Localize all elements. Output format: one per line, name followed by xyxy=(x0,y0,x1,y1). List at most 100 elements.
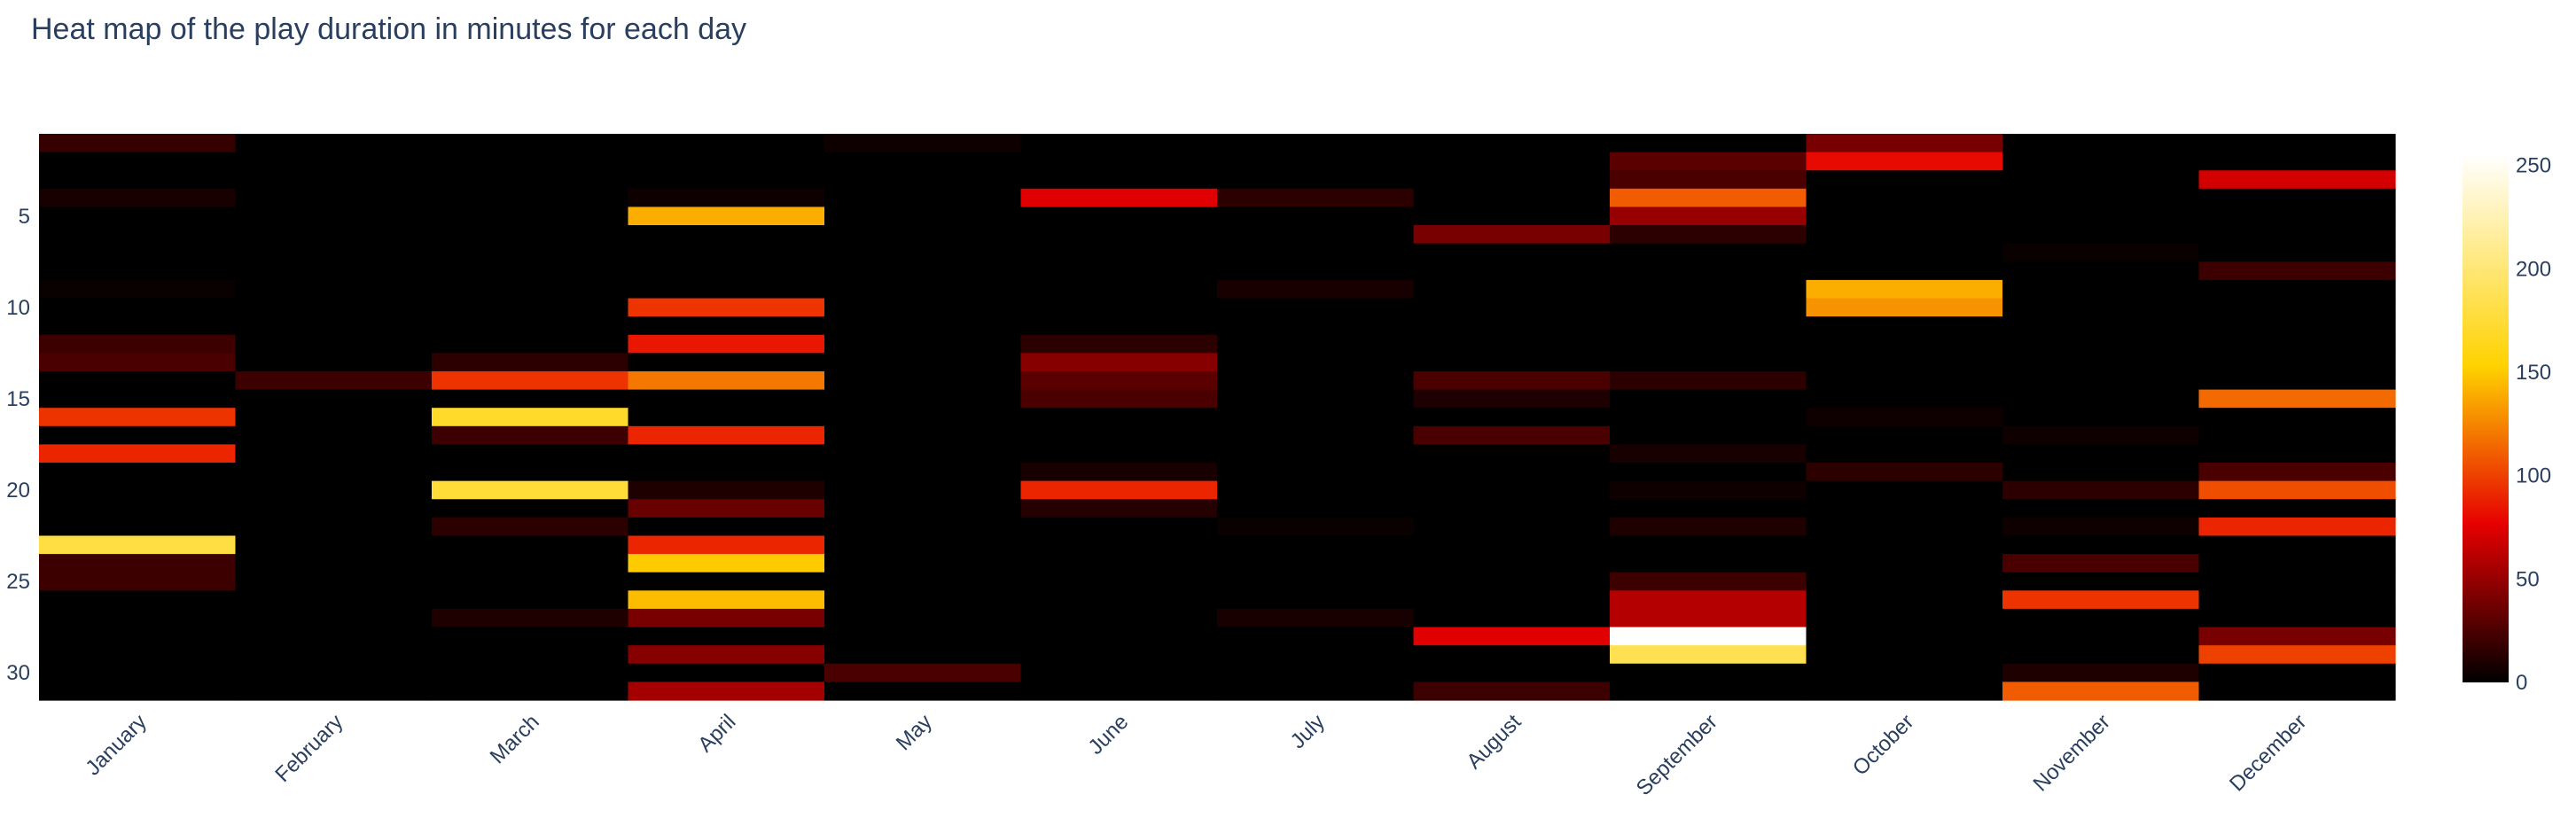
y-tick-label: 25 xyxy=(6,570,30,594)
heatmap-cell xyxy=(1217,517,1415,537)
heatmap-cell xyxy=(628,463,825,482)
heatmap-cell xyxy=(1217,408,1415,427)
heatmap-cell xyxy=(432,243,629,262)
heatmap-cell xyxy=(1413,316,1611,336)
heatmap-cell xyxy=(1806,480,2003,500)
heatmap-cell xyxy=(432,353,629,372)
heatmap-cell xyxy=(1413,152,1611,171)
colorbar-tick-label: 200 xyxy=(2516,257,2551,281)
heatmap-cell xyxy=(824,353,1022,372)
heatmap-cell xyxy=(1806,682,2003,701)
heatmap-cell xyxy=(1413,425,1611,446)
heatmap-cell xyxy=(2198,261,2396,281)
heatmap-cell xyxy=(2002,627,2200,646)
colorbar-tick-label: 50 xyxy=(2516,567,2540,591)
heatmap-cell xyxy=(824,682,1022,701)
heatmap-cell xyxy=(1806,517,2003,537)
heatmap-cell xyxy=(628,535,825,555)
heatmap-cell xyxy=(432,134,629,153)
heatmap-cell xyxy=(1610,682,1807,701)
heatmap-cell xyxy=(432,206,629,226)
y-tick-label: 15 xyxy=(6,387,30,411)
heatmap-cell xyxy=(235,627,433,646)
heatmap-cell xyxy=(1610,517,1807,537)
heatmap-cell xyxy=(1610,645,1807,665)
heatmap-cell xyxy=(1806,279,2003,300)
heatmap-cell xyxy=(628,316,825,336)
heatmap-cell xyxy=(824,444,1022,464)
heatmap-cell xyxy=(2002,480,2200,500)
heatmap-cell xyxy=(235,389,433,409)
heatmap-cell xyxy=(1217,279,1415,300)
heatmap-cell xyxy=(432,425,629,446)
heatmap-cell xyxy=(628,206,825,226)
heatmap-cell xyxy=(1413,225,1611,245)
heatmap-cell xyxy=(1610,627,1807,646)
heatmap-cell xyxy=(2198,425,2396,446)
heatmap-cell xyxy=(2198,444,2396,464)
heatmap-cell xyxy=(1217,425,1415,446)
heatmap-cell xyxy=(1806,663,2003,682)
heatmap-cell xyxy=(824,627,1022,646)
heatmap-cell xyxy=(2198,188,2396,208)
heatmap-cell xyxy=(1413,444,1611,464)
heatmap-cell xyxy=(1806,152,2003,171)
heatmap-cell xyxy=(39,645,237,665)
heatmap-cell xyxy=(1217,206,1415,226)
chart-title: Heat map of the play duration in minutes… xyxy=(31,12,747,46)
heatmap-cell xyxy=(2198,152,2396,171)
x-tick-label: September xyxy=(1632,710,1722,800)
heatmap-cell xyxy=(1020,425,1218,446)
heatmap-cell xyxy=(39,243,237,262)
x-tick-label: April xyxy=(693,710,740,757)
heatmap-cell xyxy=(2198,499,2396,518)
heatmap-cell xyxy=(432,517,629,537)
heatmap-cell xyxy=(1610,243,1807,262)
heatmap-cell xyxy=(235,554,433,573)
heatmap-cell xyxy=(1217,627,1415,646)
heatmap-cell xyxy=(1610,261,1807,281)
heatmap-cell xyxy=(2002,444,2200,464)
heatmap-cell xyxy=(432,334,629,354)
heatmap-cell xyxy=(1413,206,1611,226)
heatmap-cell xyxy=(1217,134,1415,153)
heatmap-cell xyxy=(1610,334,1807,354)
heatmap-cell xyxy=(39,353,237,372)
heatmap-cell xyxy=(1806,316,2003,336)
heatmap-cell xyxy=(1020,682,1218,701)
heatmap-cell xyxy=(1217,554,1415,573)
heatmap-cell xyxy=(628,554,825,573)
heatmap-cell xyxy=(824,645,1022,665)
heatmap-cell xyxy=(1413,480,1611,500)
heatmap-cell xyxy=(235,353,433,372)
heatmap-cell xyxy=(39,170,237,190)
heatmap-cell xyxy=(1020,389,1218,409)
heatmap-cell xyxy=(2198,298,2396,317)
heatmap-cell xyxy=(1217,334,1415,354)
heatmap-cell xyxy=(628,389,825,409)
colorbar-tick-label: 150 xyxy=(2516,361,2551,385)
heatmap-cell xyxy=(824,499,1022,518)
heatmap-cell xyxy=(2002,645,2200,665)
heatmap-cell xyxy=(1806,134,2003,153)
heatmap-cell xyxy=(1217,444,1415,464)
heatmap-cell xyxy=(1806,499,2003,518)
x-tick-label: May xyxy=(892,710,937,755)
heatmap-cell xyxy=(628,170,825,190)
heatmap-cell xyxy=(2002,243,2200,262)
heatmap-cell xyxy=(235,316,433,336)
heatmap-cell xyxy=(824,463,1022,482)
heatmap-cell xyxy=(824,517,1022,537)
colorbar-tick-label: 0 xyxy=(2516,671,2527,695)
heatmap-cell xyxy=(39,298,237,317)
heatmap-cell xyxy=(432,279,629,300)
heatmap-cell xyxy=(2198,572,2396,591)
heatmap-cell xyxy=(2198,370,2396,391)
heatmap-cell xyxy=(824,206,1022,226)
heatmap-cell xyxy=(1020,480,1218,500)
heatmap-cell xyxy=(2002,134,2200,153)
heatmap-cell xyxy=(1020,608,1218,628)
heatmap-cell xyxy=(235,408,433,427)
heatmap-cell xyxy=(824,225,1022,245)
heatmap-cell xyxy=(432,663,629,682)
